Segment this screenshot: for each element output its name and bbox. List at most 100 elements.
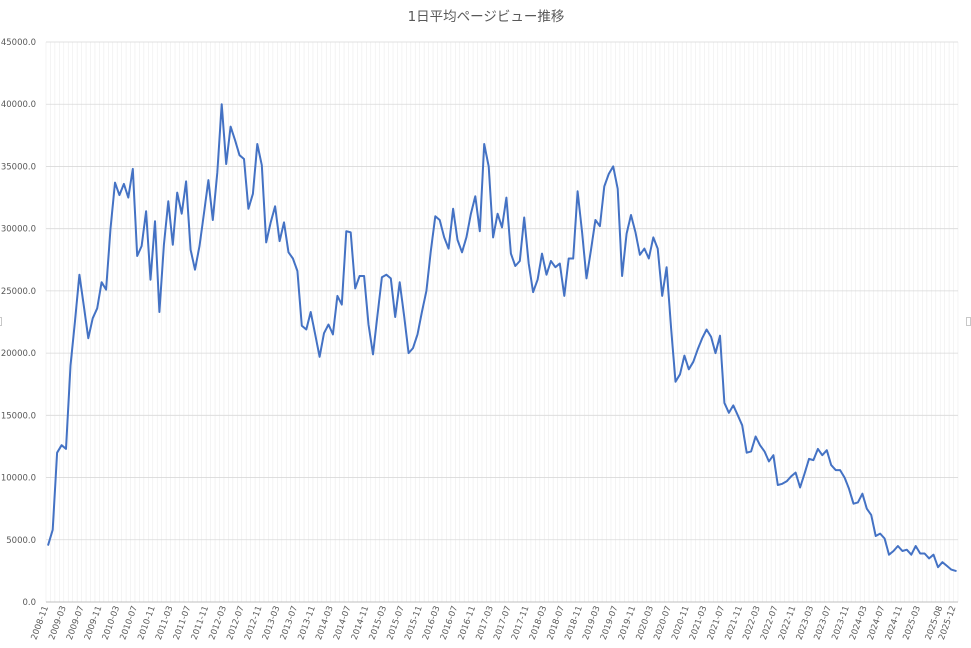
- data-point-2020-09: [679, 373, 681, 375]
- data-point-2022-05: [768, 460, 770, 462]
- data-point-2023-08: [835, 469, 837, 471]
- data-point-2021-06: [719, 335, 721, 337]
- data-point-2021-09: [732, 404, 734, 406]
- data-point-2020-10: [683, 355, 685, 357]
- data-point-2018-03: [545, 274, 547, 276]
- data-point-2016-05: [448, 248, 450, 250]
- y-tick-label: 10000.0: [1, 474, 36, 484]
- y-tick-label: 25000.0: [1, 287, 36, 297]
- data-point-2016-09: [465, 236, 467, 238]
- data-point-2011-08: [194, 269, 196, 271]
- data-point-2009-11: [101, 281, 103, 283]
- data-point-2018-02: [541, 253, 543, 255]
- data-point-2020-01: [643, 248, 645, 250]
- data-point-2013-03: [279, 240, 281, 242]
- data-point-2025-11: [955, 570, 957, 572]
- data-point-2009-01: [56, 452, 58, 454]
- data-point-2024-06: [879, 533, 881, 535]
- data-point-2018-01: [537, 279, 539, 281]
- data-point-2019-09: [626, 233, 628, 235]
- data-point-2025-02: [915, 545, 917, 547]
- data-point-2022-07: [777, 484, 779, 486]
- data-point-2017-07: [510, 253, 512, 255]
- data-point-2011-10: [203, 213, 205, 215]
- data-point-2018-10: [577, 190, 579, 192]
- data-point-2014-10: [363, 275, 365, 277]
- y-tick-label: 30000.0: [1, 225, 36, 235]
- data-point-2010-02: [114, 182, 116, 184]
- data-point-2019-02: [594, 219, 596, 221]
- data-point-2011-06: [185, 180, 187, 182]
- data-point-2019-10: [630, 214, 632, 216]
- data-point-2009-02: [61, 444, 63, 446]
- data-point-2013-05: [287, 251, 289, 253]
- data-point-2018-08: [568, 258, 570, 260]
- data-point-2010-07: [136, 255, 138, 257]
- data-point-2020-11: [688, 368, 690, 370]
- data-point-2014-08: [354, 287, 356, 289]
- data-point-2008-12: [52, 529, 54, 531]
- x-tick-label: 2025-03: [901, 605, 923, 642]
- data-point-2024-12: [906, 549, 908, 551]
- data-point-2014-09: [359, 275, 361, 277]
- data-point-2009-06: [78, 274, 80, 276]
- data-point-2024-01: [857, 501, 859, 503]
- data-point-2023-11: [848, 488, 850, 490]
- grid-lines: [45, 41, 959, 603]
- data-point-2015-01: [376, 315, 378, 317]
- data-point-2020-03: [652, 236, 654, 238]
- data-point-2022-12: [799, 487, 801, 489]
- data-point-2013-11: [314, 333, 316, 335]
- data-point-2025-04: [924, 552, 926, 554]
- data-point-2019-11: [634, 231, 636, 233]
- data-point-2019-01: [590, 249, 592, 251]
- data-point-2021-08: [728, 412, 730, 414]
- data-point-2012-01: [216, 172, 218, 174]
- data-point-2011-02: [167, 200, 169, 202]
- x-axis-ticks: 2008-112009-032009-072009-112010-032010-…: [29, 605, 958, 642]
- data-point-2022-08: [781, 483, 783, 485]
- data-point-2019-05: [608, 173, 610, 175]
- data-point-2011-04: [176, 192, 178, 194]
- data-point-2021-11: [741, 424, 743, 426]
- data-point-2014-06: [345, 230, 347, 232]
- resize-handle-right[interactable]: [966, 317, 971, 326]
- data-point-2012-02: [221, 103, 223, 105]
- data-point-2014-12: [372, 353, 374, 355]
- data-point-2017-03: [492, 236, 494, 238]
- data-point-2011-09: [198, 245, 200, 247]
- data-point-2015-03: [385, 274, 387, 276]
- data-point-2013-09: [305, 328, 307, 330]
- data-point-2024-07: [884, 538, 886, 540]
- data-point-2020-06: [666, 266, 668, 268]
- data-point-2008-11: [47, 544, 49, 546]
- resize-handle-left[interactable]: [0, 317, 2, 326]
- data-point-2014-01: [323, 332, 325, 334]
- data-point-2011-11: [207, 179, 209, 181]
- data-point-2023-12: [852, 503, 854, 505]
- data-point-2022-09: [786, 480, 788, 482]
- data-point-2013-04: [283, 221, 285, 223]
- data-point-2017-11: [528, 263, 530, 265]
- data-point-2014-04: [336, 295, 338, 297]
- data-point-2016-10: [470, 213, 472, 215]
- data-point-2009-12: [105, 289, 107, 291]
- data-point-2011-03: [172, 244, 174, 246]
- data-point-2019-08: [621, 275, 623, 277]
- data-point-2010-12: [158, 311, 160, 313]
- data-point-2017-05: [501, 226, 503, 228]
- data-point-2020-02: [648, 258, 650, 260]
- data-point-2025-05: [928, 557, 930, 559]
- data-point-2024-04: [870, 514, 872, 516]
- data-point-2015-02: [381, 276, 383, 278]
- data-point-2023-02: [808, 458, 810, 460]
- data-point-2018-11: [581, 231, 583, 233]
- data-point-2025-03: [919, 552, 921, 554]
- data-point-2023-05: [821, 454, 823, 456]
- data-point-2021-07: [723, 402, 725, 404]
- data-point-2022-02: [755, 435, 757, 437]
- y-tick-label: 35000.0: [1, 162, 36, 172]
- data-point-2022-10: [790, 475, 792, 477]
- data-point-2015-11: [421, 311, 423, 313]
